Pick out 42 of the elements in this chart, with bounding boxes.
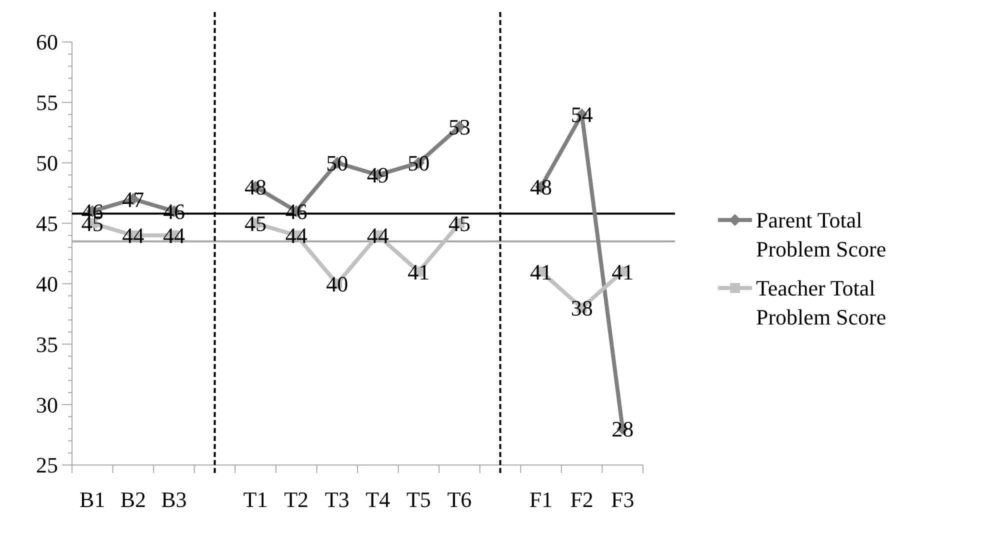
y-tick-label: 30 xyxy=(36,392,58,418)
data-label: 38 xyxy=(570,296,593,321)
data-label: 40 xyxy=(326,271,348,296)
y-tick-label: 25 xyxy=(36,452,58,478)
data-label: 48 xyxy=(530,174,552,200)
data-label: 45 xyxy=(244,210,267,236)
data-label: 53 xyxy=(448,114,470,140)
legend-label: Teacher Total Problem Score xyxy=(756,276,886,330)
data-label: 44 xyxy=(162,223,185,248)
x-tick-label: T1 xyxy=(243,487,268,512)
x-tick-label: T2 xyxy=(284,487,309,512)
y-tick-label: 40 xyxy=(36,271,58,296)
y-tick-label: 45 xyxy=(36,210,58,236)
data-label: 50 xyxy=(326,150,348,176)
data-label: 41 xyxy=(530,259,552,284)
x-tick-label: T5 xyxy=(406,487,431,512)
data-label: 49 xyxy=(366,162,389,188)
data-label: 44 xyxy=(285,223,308,248)
data-label: 50 xyxy=(408,150,430,176)
y-tick-label: 35 xyxy=(36,332,58,357)
x-tick-label: T4 xyxy=(366,487,390,512)
data-label: 41 xyxy=(408,259,430,284)
data-label: 54 xyxy=(570,102,593,128)
data-label: 47 xyxy=(122,186,144,212)
data-label: 28 xyxy=(612,416,634,442)
x-tick-label: T3 xyxy=(324,487,350,512)
x-tick-label: F1 xyxy=(529,487,553,512)
x-tick-label: T6 xyxy=(447,487,472,512)
y-tick-label: 60 xyxy=(36,30,58,55)
x-tick-label: F2 xyxy=(570,487,594,512)
x-tick-label: B1 xyxy=(80,487,106,512)
data-label: 44 xyxy=(122,223,144,248)
data-label: 41 xyxy=(612,259,634,284)
data-label: 45 xyxy=(448,210,470,236)
x-tick-label: B2 xyxy=(120,487,146,512)
y-tick-label: 55 xyxy=(36,90,58,116)
y-tick-label: 50 xyxy=(36,150,58,176)
data-label: 48 xyxy=(244,174,267,200)
x-tick-label: F3 xyxy=(610,487,634,512)
data-label: 44 xyxy=(366,223,389,248)
legend-label: Parent Total Problem Score xyxy=(756,208,886,262)
x-tick-label: B3 xyxy=(161,487,187,512)
